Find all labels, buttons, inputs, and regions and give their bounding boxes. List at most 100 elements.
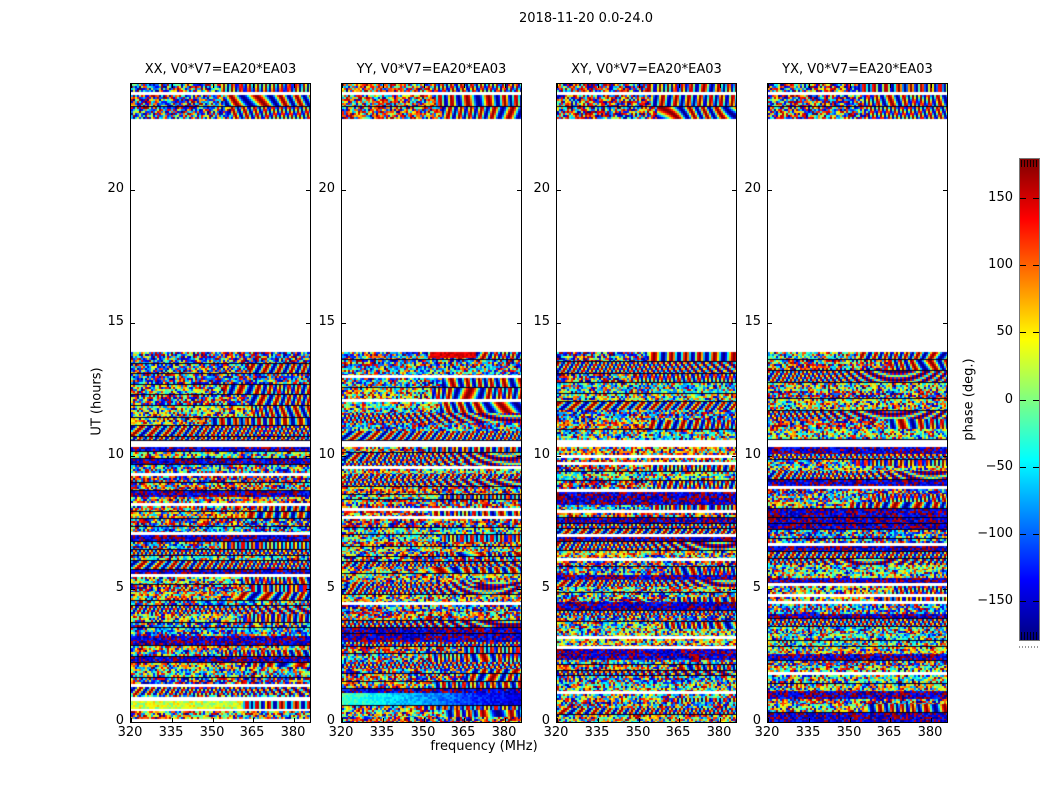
x-tick (850, 84, 851, 88)
y-tick-label: 0 (752, 713, 761, 728)
y-tick (557, 722, 561, 723)
x-tick (809, 84, 810, 88)
colorbar-tick-label: 0 (1004, 392, 1013, 407)
x-tick-label: 380 (917, 725, 943, 740)
y-tick-label: 20 (107, 181, 124, 196)
y-tick (557, 589, 561, 590)
x-tick-label: 320 (543, 725, 569, 740)
colorbar-tick (1033, 198, 1039, 199)
x-tick-label: 335 (369, 725, 395, 740)
y-tick (768, 722, 772, 723)
colorbar-tick-label: 150 (988, 190, 1013, 205)
subplot-title-xy: XY, V0*V7=EA20*EA03 (571, 62, 722, 77)
colorbar-tick (1033, 400, 1039, 401)
x-tick (768, 718, 769, 722)
y-tick (306, 456, 310, 457)
y-tick (306, 190, 310, 191)
x-tick (598, 718, 599, 722)
colorbar-tick (1020, 534, 1026, 535)
x-tick (720, 84, 721, 88)
x-tick (679, 84, 680, 88)
x-tick-label: 320 (754, 725, 780, 740)
colorbar-tick (1020, 198, 1026, 199)
x-tick (639, 84, 640, 88)
x-tick-label: 335 (584, 725, 610, 740)
x-tick (720, 718, 721, 722)
x-tick (424, 718, 425, 722)
colorbar-tick (1033, 467, 1039, 468)
y-tick (131, 190, 135, 191)
y-tick (732, 589, 736, 590)
y-tick (517, 589, 521, 590)
x-tick (464, 84, 465, 88)
x-tick-label: 350 (410, 725, 436, 740)
y-tick-label: 10 (533, 447, 550, 462)
subplot-title-xx: XX, V0*V7=EA20*EA03 (144, 62, 297, 77)
y-tick-label: 15 (107, 314, 124, 329)
x-tick (931, 718, 932, 722)
y-tick-label: 20 (744, 181, 761, 196)
x-tick (890, 84, 891, 88)
colorbar-extend-dots (1019, 646, 1040, 648)
colorbar-tick (1033, 601, 1039, 602)
x-tick (213, 718, 214, 722)
figure-title: 2018-11-20 0.0-24.0 (519, 11, 653, 26)
heatmap-canvas-xx (131, 84, 310, 722)
y-tick (557, 323, 561, 324)
y-tick (342, 323, 346, 324)
x-tick (253, 84, 254, 88)
x-tick (172, 718, 173, 722)
y-tick-label: 20 (533, 181, 550, 196)
y-tick (768, 456, 772, 457)
y-tick (768, 323, 772, 324)
y-tick (517, 323, 521, 324)
y-tick (306, 722, 310, 723)
x-tick-label: 350 (199, 725, 225, 740)
x-tick-label: 365 (665, 725, 691, 740)
y-tick (732, 323, 736, 324)
x-tick (768, 84, 769, 88)
y-tick (732, 190, 736, 191)
x-tick (679, 718, 680, 722)
heatmap-canvas-yx (768, 84, 947, 722)
colorbar-tick (1020, 332, 1026, 333)
x-tick-label: 365 (450, 725, 476, 740)
y-tick-label: 15 (533, 314, 550, 329)
x-tick (505, 84, 506, 88)
subplot-xy (556, 83, 737, 723)
x-tick (598, 84, 599, 88)
colorbar-tick-label: 50 (996, 324, 1013, 339)
colorbar-bottom-hatch (1021, 632, 1038, 640)
y-tick-label: 20 (318, 181, 335, 196)
x-tick (931, 84, 932, 88)
y-tick (732, 456, 736, 457)
x-axis-label: frequency (MHz) (430, 739, 538, 754)
colorbar-tick (1033, 332, 1039, 333)
x-tick-label: 335 (795, 725, 821, 740)
y-tick (342, 722, 346, 723)
x-tick (809, 718, 810, 722)
y-tick (943, 589, 947, 590)
colorbar-tick (1020, 467, 1026, 468)
x-tick (172, 84, 173, 88)
y-tick-label: 15 (318, 314, 335, 329)
subplot-title-yy: YY, V0*V7=EA20*EA03 (356, 62, 507, 77)
colorbar-top-hatch (1021, 160, 1038, 167)
x-tick (383, 718, 384, 722)
y-tick (131, 456, 135, 457)
x-tick (557, 84, 558, 88)
colorbar-gradient (1019, 158, 1040, 641)
x-tick-label: 380 (280, 725, 306, 740)
y-tick-label: 0 (115, 713, 124, 728)
x-tick (424, 84, 425, 88)
y-tick (557, 456, 561, 457)
colorbar-tick (1020, 601, 1026, 602)
y-tick-label: 5 (115, 580, 124, 595)
x-tick-label: 320 (117, 725, 143, 740)
colorbar-tick (1033, 534, 1039, 535)
y-tick (768, 589, 772, 590)
colorbar-tick (1020, 400, 1026, 401)
colorbar-tick-label: −100 (977, 526, 1013, 541)
x-tick-label: 380 (491, 725, 517, 740)
